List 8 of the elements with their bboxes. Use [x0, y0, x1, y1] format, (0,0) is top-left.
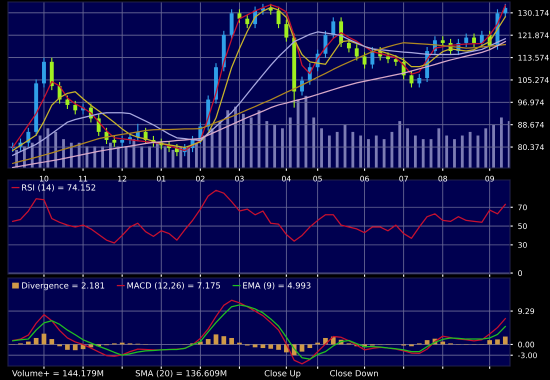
- legend-label: Divergence = 2.181: [22, 282, 104, 290]
- legend-label: EMA (9) = 4.993: [243, 282, 310, 290]
- text: SMA (20) = 136.609M: [136, 370, 226, 378]
- text: Volume+ = 144.179M: [12, 370, 104, 376]
- legend-label: MACD (12,26) = 7.175: [127, 282, 220, 290]
- text: Close Down: [330, 370, 378, 376]
- text: Close Up: [264, 370, 300, 378]
- legend-label: RSI (14) = 74.152: [22, 184, 96, 192]
